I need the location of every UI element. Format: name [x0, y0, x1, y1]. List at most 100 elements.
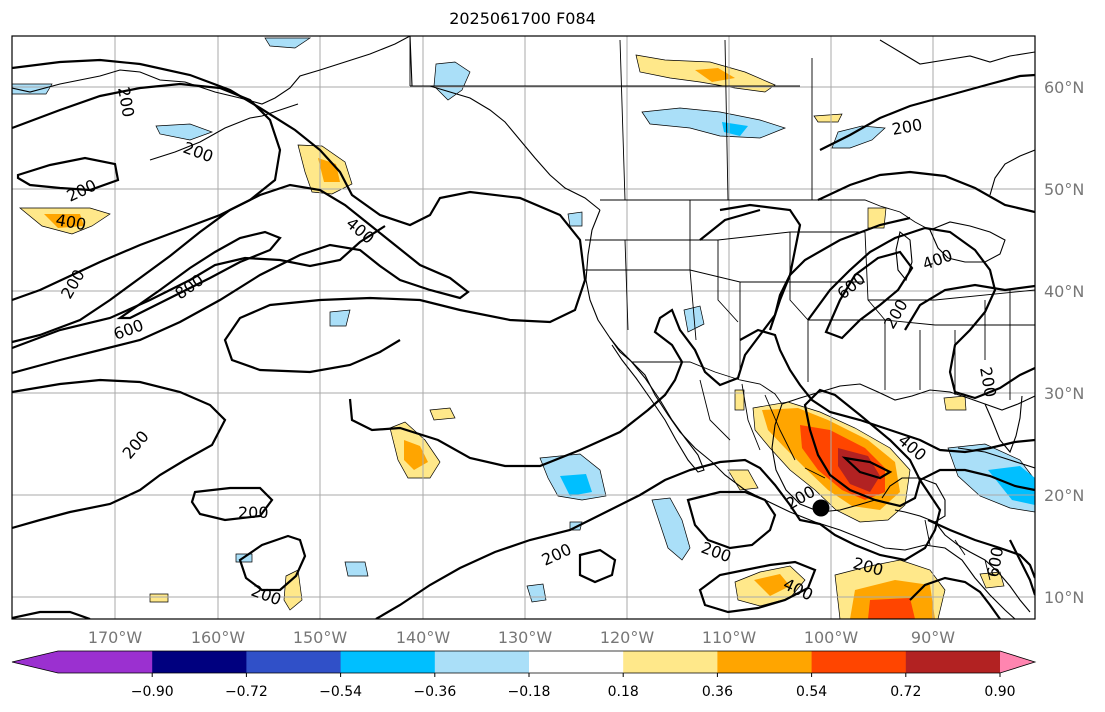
coastline-hudson [879, 39, 1035, 65]
colorbar-bin [905, 651, 1001, 673]
colorbar-tick-label: 0.54 [796, 684, 827, 700]
border-canada-provinces [619, 39, 813, 201]
contour-line [375, 458, 1035, 619]
lon-label: 130°W [498, 628, 553, 647]
contour-line [824, 250, 914, 340]
colorbar-bin [717, 651, 813, 673]
contours [12, 58, 1035, 619]
contour-label-200: 200 [238, 503, 269, 522]
border-us-mexico [632, 361, 783, 405]
shaded-area-negative [651, 497, 691, 561]
colorbar-tick-label: 0.36 [702, 684, 733, 700]
colorbar: −0.90 −0.72 −0.54 −0.36 −0.18 0.18 0.36 0.54 0.7… [11, 650, 1037, 700]
contour-line [927, 518, 1035, 579]
shaded-area-positive [149, 593, 169, 603]
shaded-area-positive [813, 113, 843, 123]
contour-line [116, 230, 282, 320]
shaded-area-positive [695, 68, 735, 82]
shaded-area-positive [979, 571, 1005, 589]
coastline-great-lakes [929, 221, 1006, 263]
contour-line [699, 208, 761, 241]
map-gridlines [12, 36, 1035, 619]
colorbar-bin [340, 651, 436, 673]
contour-line [819, 73, 1035, 151]
shaded-area-positive [943, 395, 967, 411]
colorbar-bin [811, 651, 907, 673]
contour-line [686, 490, 777, 550]
shaded-area-positive [318, 158, 340, 182]
shaded-area-negative [264, 37, 312, 49]
shaded-area-negative [560, 474, 592, 496]
lat-label: 40°N [1044, 282, 1084, 301]
lat-label: 50°N [1044, 180, 1084, 199]
lon-label: 160°W [191, 628, 246, 647]
lat-label: 10°N [1044, 588, 1084, 607]
contour-line [12, 378, 227, 530]
contour-line [16, 156, 120, 192]
shaded-area-negative [567, 211, 583, 227]
contour-line [12, 225, 386, 350]
contour-line [348, 216, 911, 468]
coastline-west-coast [585, 209, 1016, 619]
shaded-area-negative [344, 561, 369, 577]
colorbar-tick-label: 0.90 [984, 684, 1015, 700]
colorbar-tick-label: 0.72 [890, 684, 921, 700]
contour-line [578, 548, 617, 584]
contour-line [807, 226, 1035, 400]
contour-line [817, 170, 1035, 214]
shaded-area-positive [404, 440, 428, 470]
lon-label: 120°W [600, 628, 655, 647]
shaded-area-positive [867, 207, 887, 229]
coastline-canada-east [989, 149, 1035, 196]
map-plot-area: 200 200 400 400 200 800 600 200 200 200 … [12, 36, 1035, 619]
shaded-area-positive [868, 598, 915, 619]
colorbar-over-triangle [1000, 651, 1035, 673]
map-frame [11, 35, 1036, 620]
colorbar-tick-label: −0.72 [225, 684, 268, 700]
colorbar-bin [152, 651, 247, 673]
lat-label: 60°N [1044, 78, 1084, 97]
shaded-area-positive [734, 389, 745, 411]
longitude-labels: 170°W 160°W 150°W 140°W 130°W 120°W 110°… [88, 628, 955, 647]
shaded-area-negative [641, 107, 787, 139]
coastlines [12, 36, 1035, 619]
shaded-area-negative [831, 125, 886, 149]
colorbar-tick-label: −0.90 [131, 684, 174, 700]
contour-line [1009, 539, 1035, 596]
political-borders [409, 36, 1035, 581]
map-title: 2025061700 F084 [449, 9, 596, 28]
colorbar-bin [529, 651, 624, 673]
storm-center-marker [812, 499, 830, 517]
colorbar-tick-label: −0.54 [319, 684, 362, 700]
shaded-area-positive [429, 407, 456, 421]
coastline-alaska [12, 36, 411, 105]
latitude-labels: 60°N 50°N 40°N 30°N 20°N 10°N [1044, 78, 1084, 607]
coastline-gulf-mexico [781, 383, 1035, 411]
contour-line [803, 388, 922, 508]
border-us-states [585, 200, 1035, 400]
colorbar-bin [434, 651, 530, 673]
colorbar-tick-label: 0.18 [608, 684, 639, 700]
lat-label: 20°N [1044, 486, 1084, 505]
contour-line [238, 534, 307, 592]
contour-line [12, 610, 91, 619]
coastline-alaska-south [149, 103, 299, 161]
lat-label: 30°N [1044, 384, 1084, 403]
coastline-lake-michigan [895, 231, 913, 282]
contour-line [719, 203, 802, 331]
contour-line [904, 283, 1035, 331]
coastline-mexico-east [771, 403, 876, 513]
contour-line [909, 576, 1001, 619]
colorbar-tick-label: −0.18 [508, 684, 551, 700]
lon-label: 140°W [396, 628, 451, 647]
shaded-area-negative [329, 309, 351, 327]
shaded-area-positive [283, 569, 303, 611]
shaded-area-negative [155, 123, 214, 141]
lon-label: 150°W [293, 628, 348, 647]
border-mexico-states [699, 379, 826, 479]
contour-line [12, 82, 282, 302]
contour-line [190, 486, 274, 522]
lon-label: 170°W [88, 628, 143, 647]
lon-label: 100°W [804, 628, 859, 647]
contour-line [739, 328, 1035, 454]
